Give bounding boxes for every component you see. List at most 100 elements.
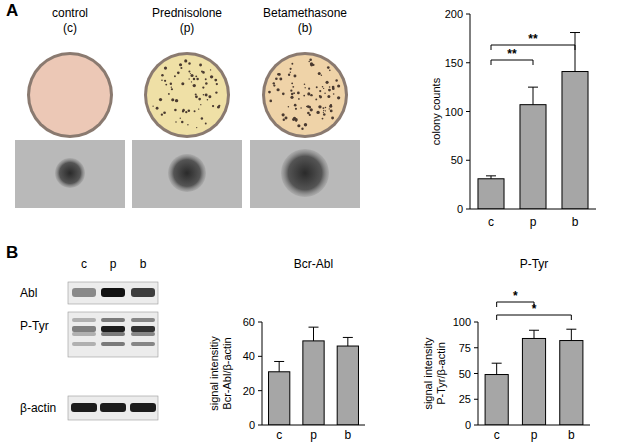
band	[72, 332, 96, 336]
y-tick	[466, 62, 470, 63]
colony-dot	[179, 63, 182, 66]
colony-dot	[335, 79, 337, 81]
colony-dot	[159, 98, 162, 101]
colony-dot	[325, 110, 326, 111]
y-tick-label: 100	[445, 106, 463, 118]
bar	[485, 375, 508, 425]
bar	[520, 105, 546, 209]
colony-dot	[332, 86, 335, 89]
dish-rim	[144, 52, 230, 138]
dish-sublabel: (b)	[298, 21, 313, 35]
error-bar	[496, 363, 497, 374]
chart-title: P-Tyr	[520, 257, 549, 271]
bar	[337, 346, 358, 425]
colony-dot	[196, 78, 199, 81]
colony-dot	[304, 84, 306, 86]
bar	[562, 72, 588, 209]
error-bar	[347, 337, 348, 346]
colony-dot	[190, 73, 191, 74]
y-tick-label: 0	[249, 419, 255, 431]
colony-dot	[309, 58, 312, 61]
lane-label: c	[81, 257, 87, 271]
colony-dot	[276, 88, 279, 91]
marks	[485, 329, 583, 425]
y-tick	[466, 160, 470, 161]
band	[101, 332, 125, 336]
colony-dot	[188, 62, 190, 64]
error-cap	[274, 361, 284, 362]
colony-photo	[250, 140, 360, 208]
colony-dot	[193, 78, 195, 80]
colony-dot	[161, 80, 163, 82]
colony-dot	[216, 83, 218, 85]
x-tick-label: b	[344, 428, 351, 442]
colony-dot	[324, 93, 326, 95]
bar	[560, 341, 583, 425]
band	[72, 288, 96, 297]
colony-dot	[329, 105, 332, 108]
x-tick-label: p	[531, 428, 538, 442]
colony-dot	[152, 105, 153, 106]
colony-dot	[329, 108, 330, 109]
colony-dot	[331, 117, 334, 120]
error-cap	[343, 337, 353, 338]
chart: 0204060cpbBcr-Ablsignal intensitiyBcr-Ab…	[208, 257, 365, 442]
band	[131, 326, 155, 332]
colony-dot	[174, 75, 176, 77]
colony-dot	[290, 96, 293, 99]
colony	[168, 154, 206, 192]
colony-dot	[164, 80, 166, 82]
colony-dot	[322, 118, 324, 120]
colony-dot	[292, 118, 295, 121]
marks	[269, 327, 359, 425]
colony-dot	[294, 104, 297, 107]
band	[72, 326, 96, 332]
y-tick-label: 25	[459, 393, 471, 405]
panel-label: A	[6, 1, 18, 20]
y-tick-label: 20	[243, 385, 255, 397]
x-axis	[470, 209, 596, 210]
dish	[30, 55, 110, 135]
x-tick-label: c	[488, 215, 494, 229]
colony-dot	[203, 94, 205, 96]
colony-dot	[295, 108, 297, 110]
significance-label: **	[507, 47, 517, 61]
y-tick-label: 40	[243, 350, 255, 362]
colony-dot	[333, 93, 335, 95]
dish-label: Betamethasone	[263, 6, 347, 20]
figure: ABcontrol(c)Prednisolone(p)Betamethasone…	[0, 0, 627, 443]
colony-dot	[322, 86, 324, 88]
colony-dot	[308, 88, 310, 90]
colony-dot	[329, 86, 331, 88]
colony-dot	[310, 108, 313, 111]
x-tick-label: p	[310, 428, 317, 442]
colony-dot	[321, 75, 322, 76]
significance-label: *	[513, 289, 518, 303]
colony-dot	[181, 82, 184, 85]
band	[131, 332, 155, 336]
error-cap	[486, 175, 496, 176]
colony-dot	[207, 99, 209, 101]
label-line: Bcr-Abl/β-actin	[221, 337, 233, 409]
colony-dot	[185, 111, 187, 113]
error-bar	[533, 87, 534, 105]
y-tick	[466, 14, 470, 15]
lane-label: b	[140, 257, 147, 271]
colony-dot	[195, 96, 196, 97]
colony-dot	[315, 98, 317, 100]
y-tick	[258, 390, 262, 391]
error-cap	[492, 363, 502, 364]
colony-dot	[275, 77, 278, 80]
x-tick-label: p	[530, 215, 537, 229]
y-tick-label: 50	[459, 368, 471, 380]
bar	[478, 179, 504, 209]
colony-dot	[323, 113, 326, 116]
colony-dot	[180, 67, 182, 69]
colony-dot	[181, 121, 184, 124]
lane-label: p	[110, 257, 117, 271]
colony-dot	[293, 117, 296, 120]
colony-dot	[301, 128, 303, 130]
colony-dot	[316, 86, 318, 88]
colony-dot	[175, 99, 178, 102]
colony-dot	[307, 112, 310, 115]
